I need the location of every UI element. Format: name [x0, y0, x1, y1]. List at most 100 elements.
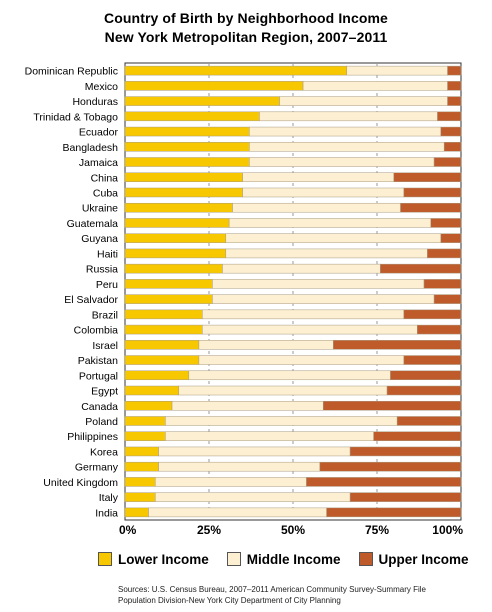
bar-middle-income — [171, 401, 324, 411]
bar-upper-income — [393, 172, 462, 182]
y-tick-label: Israel — [92, 340, 118, 352]
y-tick-label: Ukraine — [82, 203, 118, 215]
bar-lower-income — [124, 157, 250, 167]
bar-lower-income — [124, 370, 190, 381]
bar-middle-income — [222, 263, 381, 274]
legend-label-upper: Upper Income — [378, 551, 469, 567]
bar-lower-income — [124, 81, 304, 91]
x-tick-label: 50% — [281, 523, 305, 537]
legend-swatch-lower — [98, 552, 112, 566]
bar-lower-income — [124, 446, 159, 457]
bar-lower-income — [124, 492, 156, 502]
bar-upper-income — [437, 111, 462, 122]
y-tick-label: Poland — [85, 416, 118, 428]
y-tick-label: Guyana — [81, 233, 118, 245]
bar-upper-income — [447, 65, 462, 76]
bar-lower-income — [124, 324, 203, 335]
bar-upper-income — [403, 187, 462, 198]
bar-middle-income — [249, 142, 445, 152]
legend-item-upper: Upper Income — [358, 551, 469, 567]
legend: Lower Income Middle Income Upper Income — [98, 549, 487, 569]
bar-upper-income — [433, 157, 462, 167]
bar-lower-income — [124, 233, 227, 243]
y-tick-label: Russia — [86, 264, 118, 276]
bar-upper-income — [400, 202, 462, 213]
bar-lower-income — [124, 340, 200, 350]
legend-label-middle: Middle Income — [246, 551, 341, 567]
bar-lower-income — [124, 309, 203, 320]
y-tick-label: Egypt — [91, 386, 118, 398]
bar-middle-income — [225, 233, 442, 243]
x-tick-label: 100% — [432, 523, 463, 537]
bar-lower-income — [124, 401, 173, 411]
bar-middle-income — [249, 126, 442, 137]
bar-upper-income — [440, 233, 462, 243]
bar-middle-income — [158, 446, 351, 457]
bar-lower-income — [124, 218, 230, 228]
y-tick-label: Mexico — [85, 81, 118, 93]
bar-upper-income — [427, 248, 462, 259]
y-tick-label: Canada — [81, 401, 118, 413]
bar-upper-income — [386, 385, 462, 396]
bar-middle-income — [178, 385, 388, 396]
bar-middle-income — [202, 324, 418, 335]
bar-upper-income — [447, 96, 462, 106]
y-tick-label: Italy — [99, 492, 119, 504]
bar-middle-income — [225, 248, 428, 259]
bar-middle-income — [198, 355, 405, 365]
y-tick-label: Korea — [90, 446, 118, 458]
y-tick-label: China — [91, 172, 119, 184]
x-tick-label: 75% — [365, 523, 389, 537]
bar-lower-income — [124, 355, 200, 365]
bar-upper-income — [430, 218, 462, 228]
bar-upper-income — [403, 309, 462, 320]
bar-lower-income — [124, 202, 233, 213]
bar-middle-income — [158, 461, 321, 472]
y-tick-label: Brazil — [92, 309, 118, 321]
bar-lower-income — [124, 279, 213, 289]
y-tick-label: Colombia — [74, 325, 119, 337]
bar-upper-income — [447, 81, 462, 91]
legend-label-lower: Lower Income — [118, 551, 209, 567]
bar-lower-income — [124, 431, 166, 441]
bar-upper-income — [403, 355, 462, 365]
chart-title: Country of Birth by Neighborhood Income — [104, 10, 388, 26]
y-tick-label: United Kingdom — [43, 477, 118, 489]
bar-middle-income — [148, 507, 327, 518]
sources-line-2: Population Division-New York City Depart… — [118, 596, 341, 605]
y-tick-label: Dominican Republic — [25, 66, 118, 78]
bar-upper-income — [396, 416, 462, 426]
y-tick-label: Haiti — [97, 248, 118, 260]
y-tick-label: Cuba — [93, 187, 118, 199]
bar-middle-income — [346, 65, 448, 76]
bar-middle-income — [232, 202, 401, 213]
bar-lower-income — [124, 96, 280, 106]
bar-lower-income — [124, 294, 213, 304]
bar-lower-income — [124, 187, 243, 198]
sources-note: Sources: U.S. Census Bureau, 2007–2011 A… — [118, 584, 426, 606]
bar-middle-income — [212, 294, 435, 304]
bar-middle-income — [228, 218, 432, 228]
plot-area: 0% 25% 50% 75% 100% Dominican Republic Mexico H… — [25, 62, 463, 537]
bar-upper-income — [333, 340, 462, 350]
bar-upper-income — [440, 126, 462, 137]
bar-middle-income — [154, 477, 307, 487]
bar-middle-income — [198, 340, 334, 350]
y-tick-label: Honduras — [72, 96, 118, 108]
y-tick-label: Trinidad & Tobago — [33, 111, 118, 123]
bar-middle-income — [212, 279, 425, 289]
y-tick-label: Portugal — [79, 370, 118, 382]
bar-upper-income — [349, 492, 462, 502]
y-tick-label: Pakistan — [78, 355, 118, 367]
y-tick-label: Bangladesh — [63, 142, 119, 154]
bar-lower-income — [124, 248, 227, 259]
bar-middle-income — [279, 96, 448, 106]
y-tick-label: Germany — [75, 462, 119, 474]
bar-middle-income — [165, 416, 398, 426]
bar-lower-income — [124, 111, 260, 122]
legend-item-lower: Lower Income — [98, 552, 209, 567]
sources-line-1: Sources: U.S. Census Bureau, 2007–2011 A… — [118, 585, 426, 594]
y-tick-label: Jamaica — [79, 157, 118, 169]
bar-upper-income — [380, 263, 462, 274]
